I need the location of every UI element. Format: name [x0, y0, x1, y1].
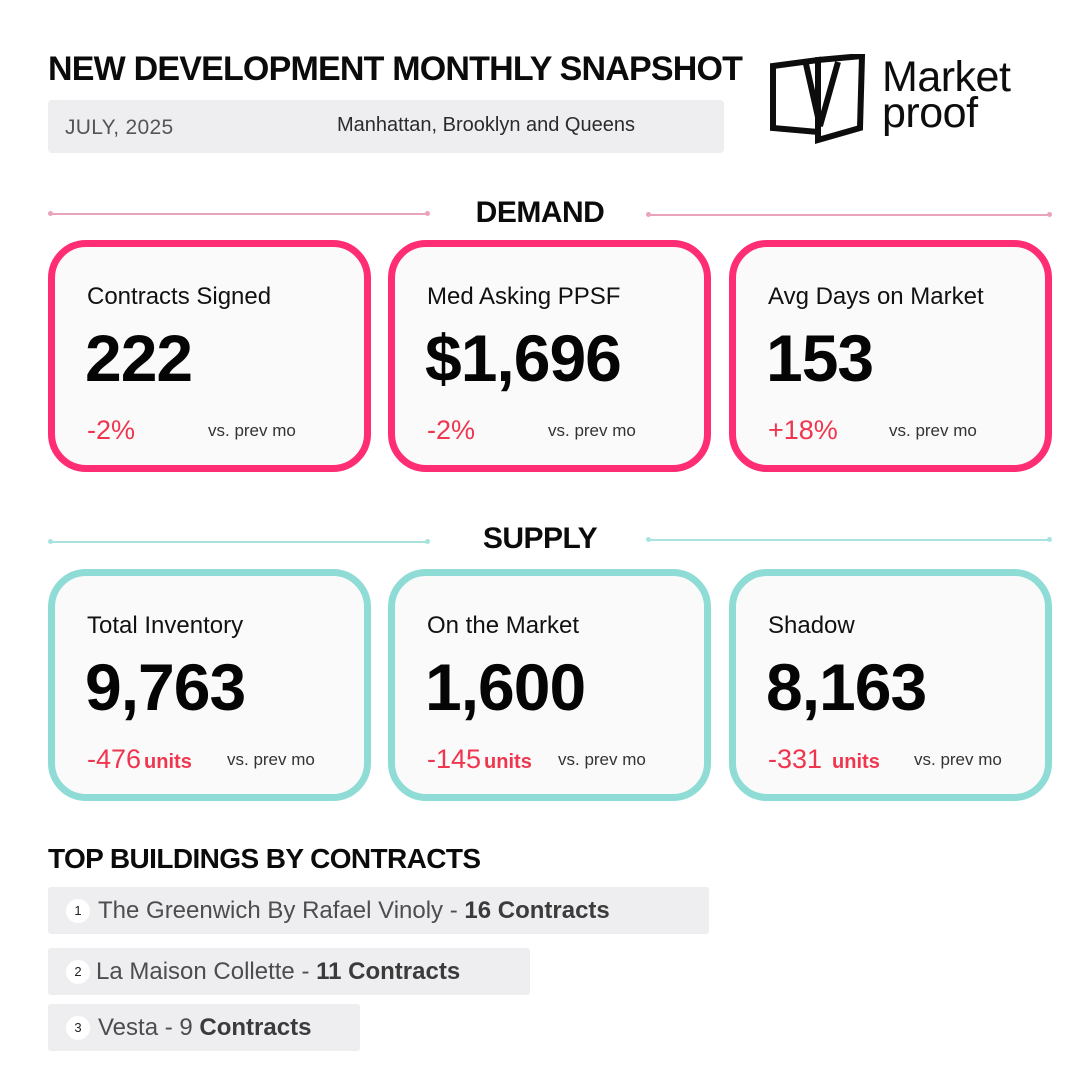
card-change: +18% [768, 415, 838, 446]
comparison-label: vs. prev mo [548, 421, 636, 440]
card-change: -476 units [87, 744, 192, 775]
change-value: -476 [87, 744, 142, 774]
report-date: JULY, 2025 [65, 116, 174, 139]
contract-count: Contracts [199, 1014, 312, 1041]
card-shadow: Shadow 8,163 -331 units vs. prev mo [729, 569, 1052, 801]
card-label: Shadow [768, 612, 855, 639]
change-units: units [144, 751, 192, 773]
rank-badge: 1 [66, 899, 90, 923]
card-value: 1,600 [425, 650, 586, 724]
building-entry: Vesta - 9 Contracts [98, 1014, 311, 1042]
change-value: +18% [768, 415, 838, 445]
marketproof-logo: Market proof [768, 54, 1038, 146]
change-units: units [832, 751, 880, 773]
comparison-label: vs. prev mo [914, 750, 1002, 769]
supply-divider-left [48, 539, 430, 544]
card-label: Contracts Signed [87, 283, 272, 310]
card-contracts-signed: Contracts Signed 222 -2% vs. prev mo [48, 240, 371, 472]
card-change: -2% [87, 415, 135, 446]
change-units: units [484, 751, 532, 773]
card-value: $1,696 [425, 321, 622, 395]
page-title: NEW DEVELOPMENT MONTHLY SNAPSHOT [48, 50, 743, 88]
list-item: 3 Vesta - 9 Contracts [48, 1004, 360, 1051]
card-label: Total Inventory [87, 612, 244, 639]
card-value: 153 [766, 321, 874, 395]
card-value: 8,163 [766, 650, 927, 724]
card-change: -331 units [768, 744, 880, 775]
building-name: Vesta - 9 [98, 1014, 200, 1041]
comparison-label: vs. prev mo [889, 421, 977, 440]
date-area-bar: JULY, 2025 Manhattan, Brooklyn and Queen… [48, 100, 724, 153]
change-value: -331 [768, 744, 823, 774]
card-total-inventory: Total Inventory 9,763 -476 units vs. prev… [48, 569, 371, 801]
card-label: Avg Days on Market [768, 283, 984, 310]
list-item: 2 La Maison Collette - 11 Contracts [48, 948, 530, 995]
card-value: 9,763 [85, 650, 246, 724]
building-entry: The Greenwich By Rafael Vinoly - 16 Cont… [98, 897, 610, 925]
comparison-label: vs. prev mo [208, 421, 296, 440]
card-avg-days-on-market: Avg Days on Market 153 +18% vs. prev mo [729, 240, 1052, 472]
card-med-asking-ppsf: Med Asking PPSF $1,696 -2% vs. prev mo [388, 240, 711, 472]
logo-word-proof: proof [882, 89, 978, 137]
rank-badge: 3 [66, 1016, 90, 1040]
demand-heading: DEMAND [475, 196, 605, 229]
report-area: Manhattan, Brooklyn and Queens [337, 114, 635, 136]
supply-divider-right [646, 537, 1052, 542]
logo-word-market: Market [882, 53, 1011, 101]
card-label: Med Asking PPSF [427, 283, 621, 310]
list-item: 1 The Greenwich By Rafael Vinoly - 16 Co… [48, 887, 709, 934]
contract-count: 16 Contracts [464, 897, 610, 924]
supply-heading: SUPPLY [482, 522, 598, 555]
card-change: -145 units [427, 744, 532, 775]
card-change: -2% [427, 415, 475, 446]
building-name: La Maison Collette - [96, 958, 317, 985]
comparison-label: vs. prev mo [227, 750, 315, 769]
card-on-the-market: On the Market 1,600 -145 units vs. prev m… [388, 569, 711, 801]
card-value: 222 [85, 321, 193, 395]
rank-badge: 2 [66, 960, 90, 984]
demand-divider-right [646, 212, 1052, 217]
demand-divider-left [48, 211, 430, 216]
building-entry: La Maison Collette - 11 Contracts [96, 958, 460, 986]
marketproof-logo-icon [770, 54, 866, 144]
contract-count: 11 Contracts [316, 958, 461, 985]
change-value: -2% [427, 415, 476, 445]
change-value: -145 [427, 744, 482, 774]
change-value: -2% [87, 415, 136, 445]
comparison-label: vs. prev mo [558, 750, 646, 769]
card-label: On the Market [427, 612, 580, 639]
top-buildings-title: TOP BUILDINGS BY CONTRACTS [48, 843, 481, 874]
building-name: The Greenwich By Rafael Vinoly - [98, 897, 465, 924]
